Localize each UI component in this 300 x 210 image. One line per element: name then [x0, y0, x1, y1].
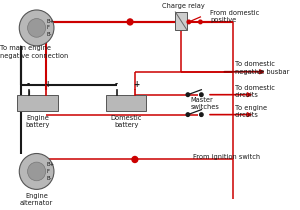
Circle shape	[199, 20, 202, 24]
Text: To domestic
circuits: To domestic circuits	[235, 85, 275, 98]
Text: +: +	[44, 80, 51, 89]
Text: Engine
alternator: Engine alternator	[20, 193, 53, 206]
Text: F: F	[47, 25, 50, 30]
Text: Master
switches: Master switches	[191, 97, 220, 110]
Circle shape	[19, 154, 54, 189]
Text: From domestic
positive: From domestic positive	[210, 10, 259, 24]
Circle shape	[187, 20, 190, 24]
Text: To main engine
negative connection: To main engine negative connection	[0, 45, 68, 59]
Text: Engine
battery: Engine battery	[26, 115, 50, 128]
Bar	[17, 95, 58, 111]
Text: B+: B+	[47, 162, 55, 167]
Text: From ignition switch: From ignition switch	[193, 155, 260, 160]
Bar	[106, 95, 146, 111]
Text: B+: B+	[47, 19, 55, 24]
Circle shape	[132, 156, 138, 163]
Text: To engine
circuits: To engine circuits	[235, 105, 267, 118]
Text: B-: B-	[47, 176, 52, 181]
Circle shape	[127, 19, 133, 25]
Text: +: +	[133, 80, 139, 89]
Text: Domestic
battery: Domestic battery	[110, 115, 142, 128]
Text: B-: B-	[47, 32, 52, 37]
Bar	[175, 12, 187, 30]
Text: -: -	[115, 80, 118, 89]
Circle shape	[28, 18, 46, 37]
Circle shape	[200, 93, 203, 96]
Circle shape	[28, 162, 46, 181]
Circle shape	[19, 10, 54, 46]
Circle shape	[200, 113, 203, 116]
Text: Charge relay: Charge relay	[162, 3, 205, 9]
Circle shape	[186, 93, 190, 96]
Text: F: F	[47, 169, 50, 174]
Circle shape	[186, 113, 190, 116]
Text: -: -	[26, 80, 29, 89]
Text: To domestic
negative busbar: To domestic negative busbar	[235, 61, 290, 75]
